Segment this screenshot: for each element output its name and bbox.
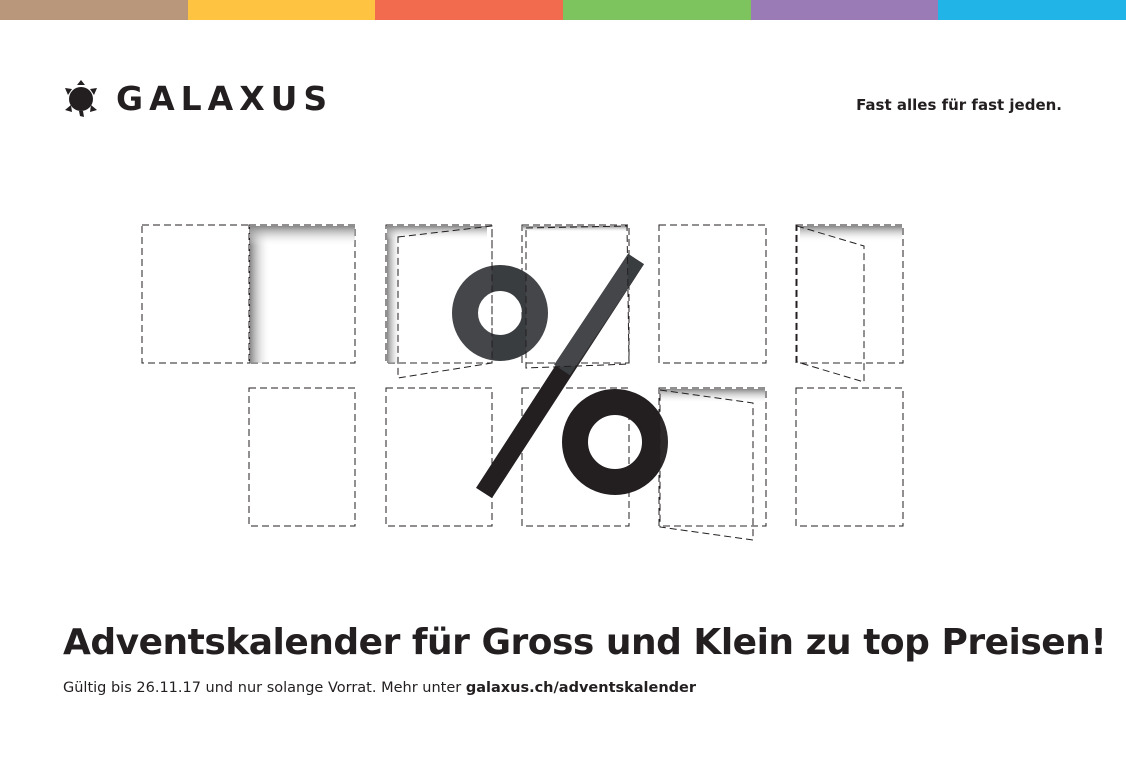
advent-calendar-artwork	[141, 224, 904, 541]
door-5	[658, 224, 767, 364]
door-11	[795, 387, 904, 527]
door-3-open-panel	[397, 225, 493, 379]
door-7	[248, 387, 356, 527]
stripe-segment	[0, 0, 188, 20]
door-10-open-panel	[659, 389, 754, 541]
subline: Gültig bis 26.11.17 und nur solange Vorr…	[63, 680, 696, 696]
door-6-frame	[795, 224, 904, 364]
validity-text: Gültig bis 26.11.17 und nur solange Vorr…	[63, 680, 466, 696]
headline: Adventskalender für Gross und Klein zu t…	[63, 622, 1107, 663]
door-9	[521, 387, 630, 527]
turtle-icon	[65, 80, 97, 117]
brand-name: GALAXUS	[116, 78, 334, 118]
campaign-link[interactable]: galaxus.ch/adventskalender	[465, 680, 697, 696]
stripe-segment	[563, 0, 751, 20]
percent-lower-ring	[562, 389, 668, 495]
stripe-segment	[375, 0, 564, 20]
tagline: Fast alles für fast jeden.	[856, 96, 1062, 114]
stripe-segment	[187, 0, 376, 20]
door-3-frame	[385, 224, 493, 364]
galaxus-logo[interactable]: GALAXUS	[62, 76, 333, 120]
door-8	[385, 387, 493, 527]
door-4-open-panel	[525, 225, 630, 369]
percent-symbol	[452, 253, 668, 499]
door-1	[141, 224, 251, 364]
color-stripe	[0, 0, 1126, 20]
door-6-open-panel	[796, 225, 865, 383]
percent-upper-ring	[452, 265, 548, 361]
stripe-segment	[750, 0, 939, 20]
stripe-segment	[938, 0, 1126, 20]
door-2-frame	[248, 224, 356, 364]
